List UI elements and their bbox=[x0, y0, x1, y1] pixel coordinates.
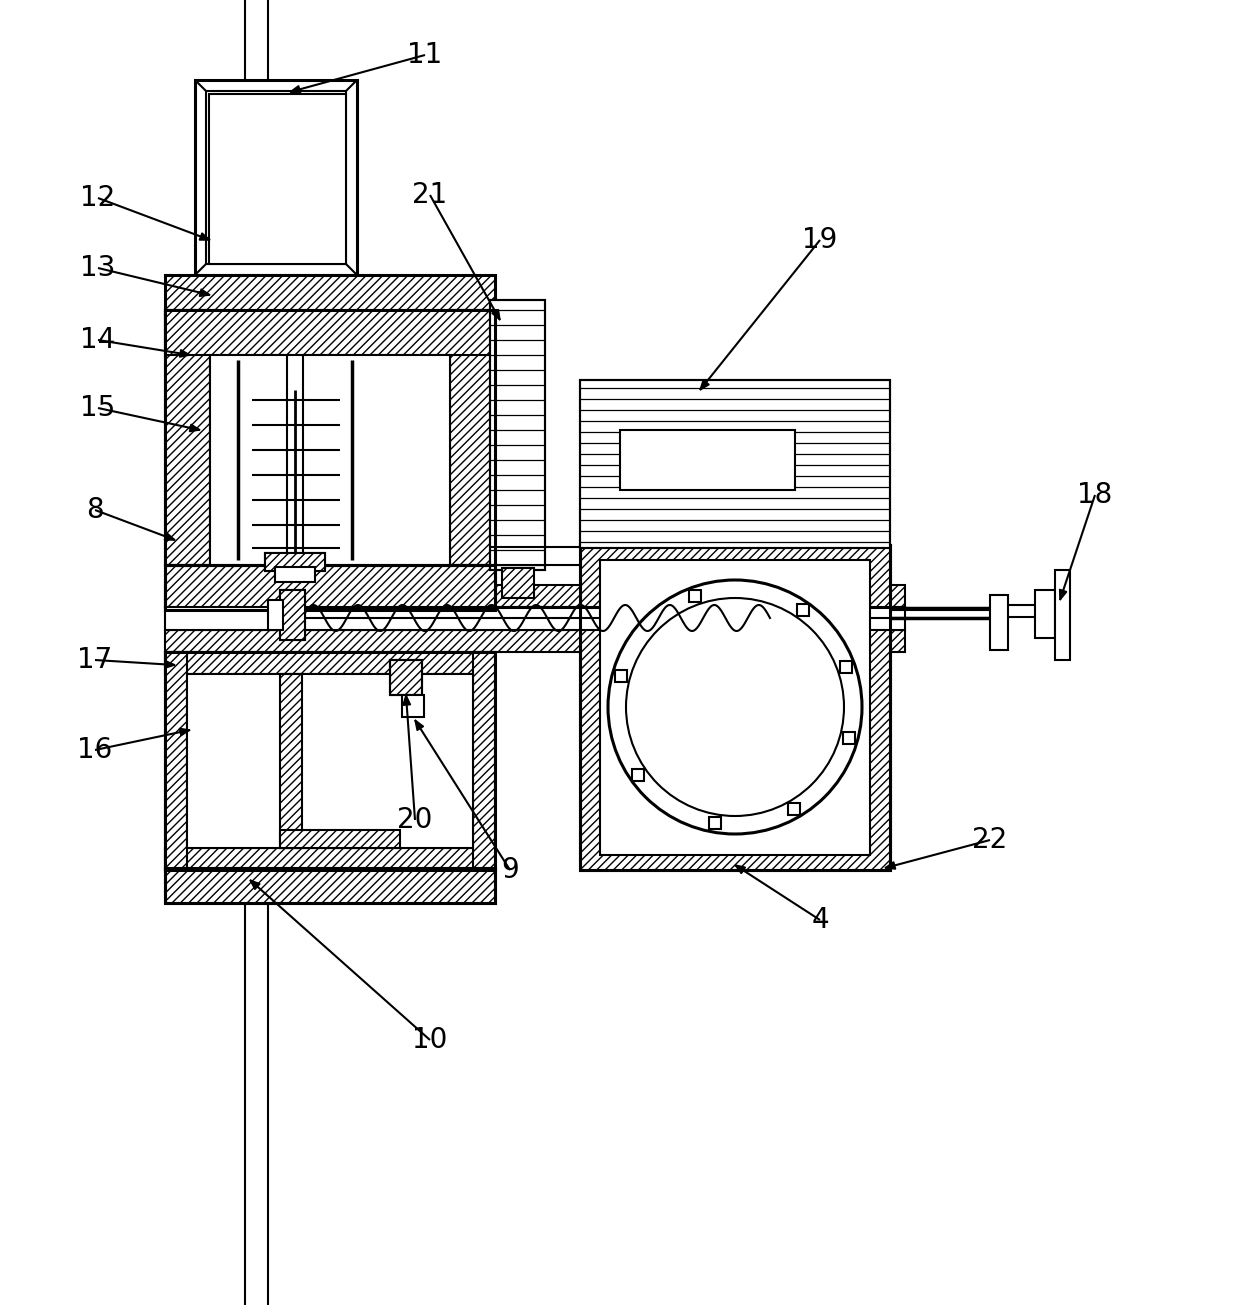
Polygon shape bbox=[735, 865, 745, 873]
Bar bbox=[165, 868, 495, 903]
Bar bbox=[843, 732, 854, 744]
Bar bbox=[165, 652, 187, 870]
Bar bbox=[280, 673, 303, 848]
Bar bbox=[632, 769, 645, 780]
Text: 14: 14 bbox=[81, 326, 115, 354]
Text: 10: 10 bbox=[413, 1026, 448, 1054]
Bar bbox=[391, 660, 422, 696]
Polygon shape bbox=[885, 861, 895, 869]
Bar bbox=[165, 607, 905, 630]
Bar bbox=[187, 673, 472, 848]
Bar bbox=[206, 91, 346, 264]
Text: 13: 13 bbox=[81, 254, 115, 282]
Text: 15: 15 bbox=[81, 394, 115, 422]
Bar bbox=[615, 671, 627, 683]
Text: 11: 11 bbox=[408, 40, 443, 69]
Bar bbox=[708, 817, 720, 829]
Bar bbox=[280, 590, 305, 639]
Polygon shape bbox=[403, 696, 410, 705]
Text: 16: 16 bbox=[77, 736, 113, 763]
Polygon shape bbox=[165, 660, 175, 668]
Polygon shape bbox=[165, 532, 175, 540]
Bar bbox=[165, 848, 495, 870]
Bar bbox=[600, 560, 870, 855]
Bar bbox=[450, 311, 495, 565]
Bar bbox=[165, 630, 905, 652]
Bar bbox=[580, 545, 890, 870]
Bar bbox=[990, 595, 1008, 650]
Bar bbox=[265, 553, 325, 572]
Bar bbox=[580, 380, 890, 548]
Bar bbox=[165, 275, 495, 313]
Bar bbox=[490, 300, 546, 570]
Text: 20: 20 bbox=[397, 806, 433, 834]
Bar bbox=[268, 600, 283, 630]
Bar bbox=[210, 355, 450, 565]
Text: 4: 4 bbox=[811, 906, 828, 934]
Bar bbox=[195, 80, 357, 275]
Bar bbox=[280, 830, 401, 848]
Text: 19: 19 bbox=[802, 226, 838, 254]
Bar bbox=[165, 565, 495, 609]
Bar bbox=[165, 585, 905, 607]
Polygon shape bbox=[180, 728, 190, 736]
Bar bbox=[165, 652, 495, 673]
Polygon shape bbox=[180, 350, 190, 358]
Bar bbox=[688, 590, 701, 602]
Bar bbox=[210, 94, 346, 264]
Text: 22: 22 bbox=[972, 826, 1008, 853]
Bar bbox=[402, 696, 424, 716]
Text: 12: 12 bbox=[81, 184, 115, 211]
Bar bbox=[265, 553, 325, 572]
Bar bbox=[165, 311, 495, 565]
Bar bbox=[839, 660, 852, 672]
Bar bbox=[165, 652, 495, 870]
Polygon shape bbox=[1059, 590, 1066, 600]
Bar bbox=[165, 565, 495, 609]
Polygon shape bbox=[701, 380, 709, 390]
Text: 8: 8 bbox=[87, 496, 104, 525]
Polygon shape bbox=[200, 232, 210, 240]
Bar bbox=[165, 868, 495, 903]
Polygon shape bbox=[415, 720, 424, 731]
Text: 21: 21 bbox=[413, 181, 448, 209]
Text: 17: 17 bbox=[77, 646, 113, 673]
Bar bbox=[391, 660, 422, 696]
Bar bbox=[1035, 590, 1055, 638]
Bar bbox=[502, 568, 534, 598]
Bar bbox=[787, 803, 800, 816]
Bar bbox=[620, 431, 795, 489]
Text: 18: 18 bbox=[1078, 482, 1112, 509]
Bar bbox=[490, 300, 546, 570]
Bar bbox=[275, 566, 315, 582]
Bar bbox=[580, 545, 890, 870]
Polygon shape bbox=[190, 424, 200, 432]
Bar bbox=[472, 652, 495, 870]
Bar bbox=[580, 380, 890, 548]
Bar bbox=[796, 604, 808, 616]
Polygon shape bbox=[290, 86, 300, 93]
Bar bbox=[165, 311, 210, 565]
Text: 9: 9 bbox=[501, 856, 518, 883]
Bar bbox=[1055, 570, 1070, 660]
Polygon shape bbox=[250, 880, 260, 890]
Bar bbox=[165, 311, 495, 355]
Polygon shape bbox=[492, 309, 500, 320]
Polygon shape bbox=[200, 288, 210, 296]
Bar bbox=[280, 590, 305, 639]
